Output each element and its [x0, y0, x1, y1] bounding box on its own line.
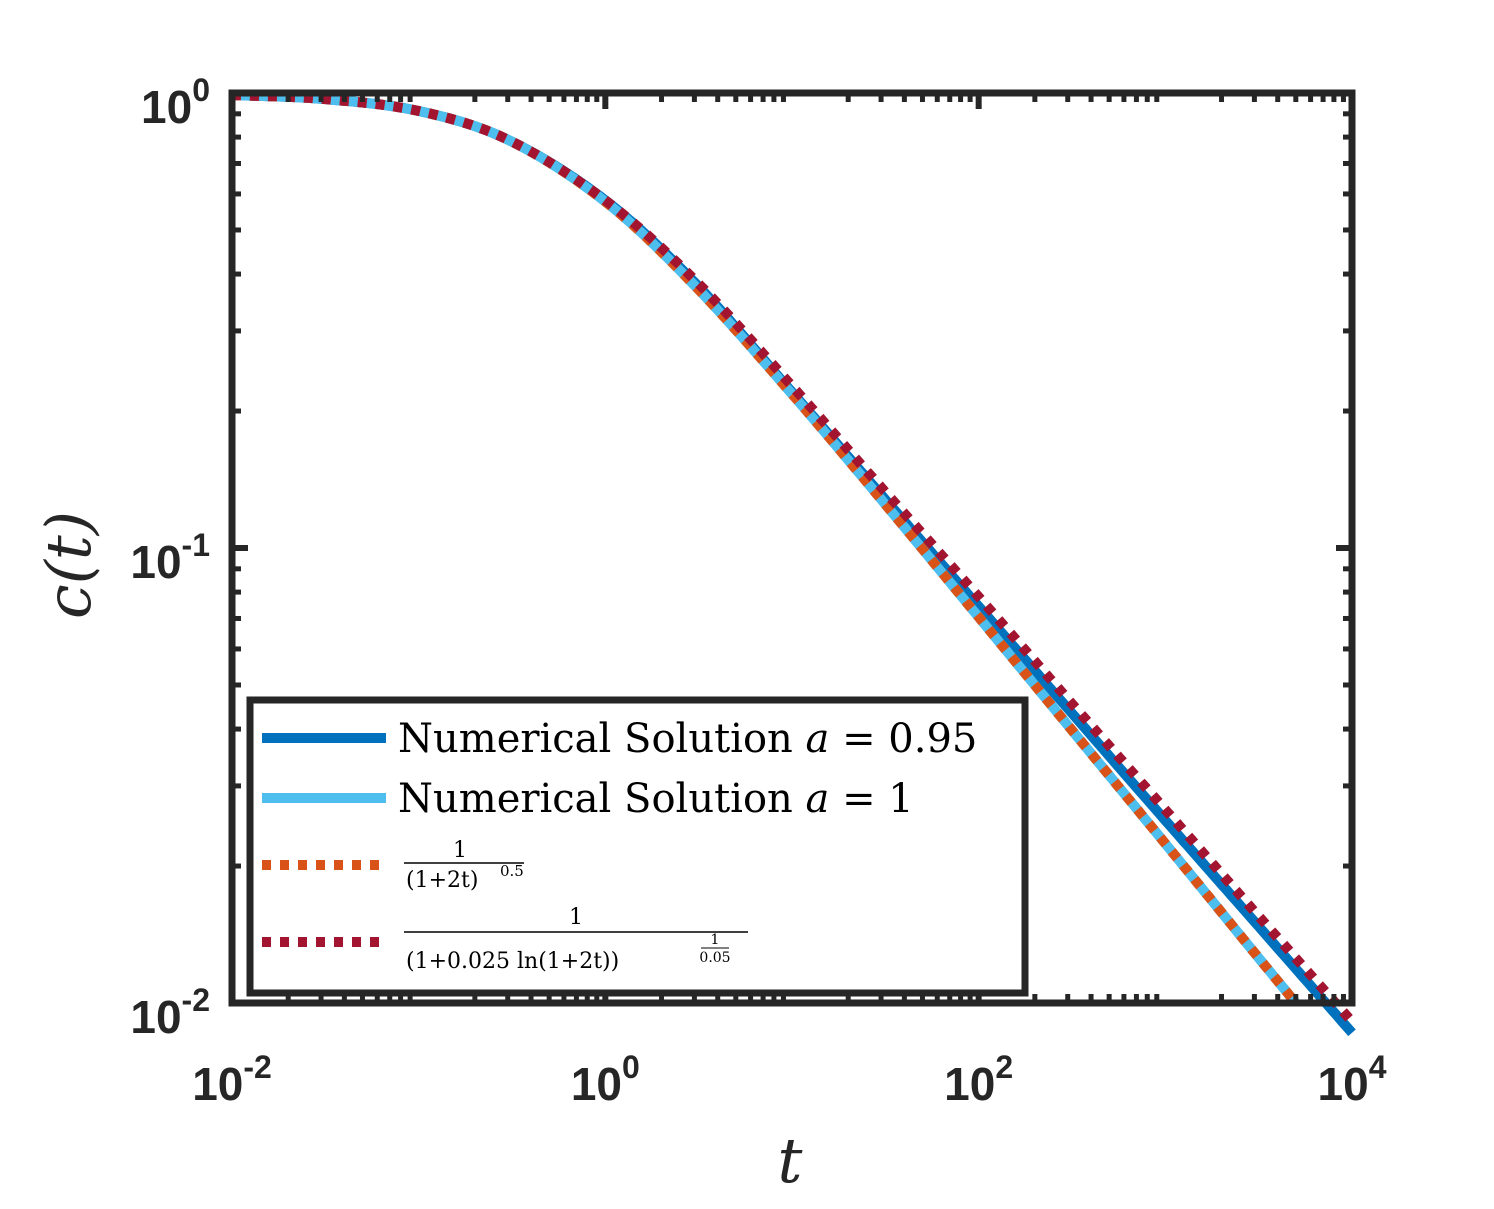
y-tick-exponent: -1 — [182, 527, 210, 563]
legend-fraction-exponent: 0.5 — [500, 862, 524, 880]
plot-lines — [231, 90, 1356, 1037]
legend-item-log-law: 1 (1+0.025 ln(1+2t)) 1 0.05 — [262, 905, 748, 974]
x-tick-label: 10-2 — [192, 1049, 272, 1110]
x-tick-exponent: 4 — [1369, 1049, 1387, 1085]
legend: Numerical Solution a = 0.95 Numerical Sol… — [246, 696, 1029, 997]
y-tick-exponent: -2 — [182, 982, 210, 1018]
legend-box — [246, 696, 1029, 997]
x-tick-label: 104 — [1318, 1049, 1387, 1110]
legend-exponent-numerator: 1 — [711, 932, 720, 948]
log-law-line — [231, 90, 1356, 1025]
x-tick-exponent: -2 — [243, 1049, 271, 1085]
y-tick-label: 10-1 — [130, 527, 210, 588]
legend-item-a095: Numerical Solution a = 0.95 — [262, 716, 977, 762]
y-axis-title: c(t) — [32, 511, 105, 619]
legend-label: Numerical Solution a = 1 — [398, 776, 914, 822]
legend-exponent-denominator: 0.05 — [699, 950, 730, 966]
y-tick-label: 10-2 — [130, 982, 210, 1043]
x-tick-labels: 10-2 100 102 104 — [192, 1049, 1387, 1110]
legend-item-power-law: 1 (1+2t) 0.5 — [262, 838, 524, 893]
legend-fraction-numerator: 1 — [569, 905, 583, 930]
y-tick-labels: 10-2 10-1 100 — [130, 72, 210, 1043]
y-tick-exponent: 0 — [192, 72, 210, 108]
x-tick-exponent: 0 — [622, 1049, 640, 1085]
y-tick-label: 100 — [141, 72, 210, 133]
legend-label: Numerical Solution a = 0.95 — [398, 716, 977, 762]
x-tick-exponent: 2 — [995, 1049, 1013, 1085]
legend-fraction-numerator: 1 — [453, 838, 467, 863]
legend-fraction-denominator: (1+2t) — [406, 868, 478, 893]
legend-item-a1: Numerical Solution a = 1 — [262, 776, 914, 822]
axes-box — [228, 89, 1356, 1007]
legend-fraction-denominator: (1+0.025 ln(1+2t)) — [406, 949, 619, 974]
x-tick-label: 102 — [944, 1049, 1013, 1110]
x-axis-title: t — [778, 1124, 803, 1197]
x-tick-label: 100 — [571, 1049, 640, 1110]
